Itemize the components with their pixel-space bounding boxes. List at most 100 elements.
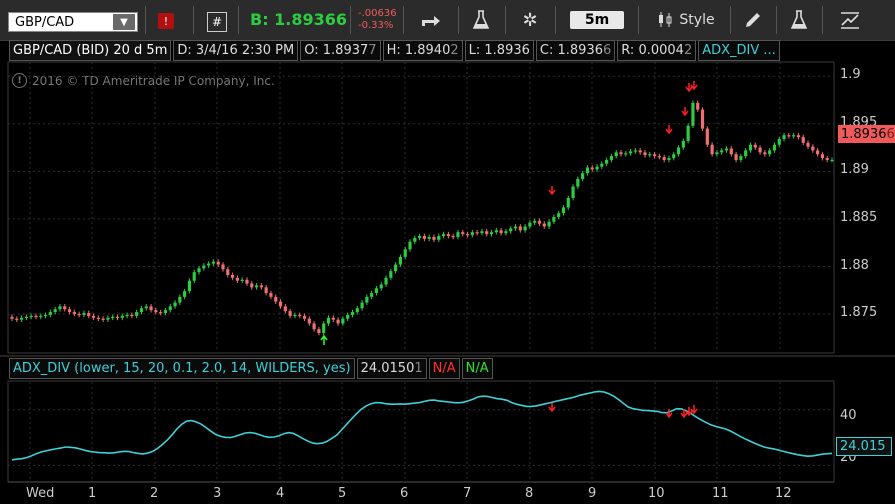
candle bbox=[571, 186, 575, 198]
candle bbox=[187, 280, 192, 292]
open-subpip: 7 bbox=[368, 43, 377, 58]
arrow-down-icon bbox=[690, 408, 698, 415]
candle bbox=[494, 230, 498, 233]
price-pane-border bbox=[7, 61, 835, 354]
candle bbox=[557, 213, 561, 217]
candle bbox=[609, 156, 614, 160]
candle bbox=[513, 226, 518, 229]
lower-value-subpip: 1 bbox=[414, 361, 423, 376]
chevron-down-icon[interactable]: ▼ bbox=[113, 14, 135, 30]
arrow-down-icon bbox=[548, 189, 556, 196]
divider bbox=[458, 6, 459, 34]
lower-axis-label: 40 bbox=[840, 408, 857, 423]
info-icon[interactable]: ! bbox=[12, 73, 27, 88]
candle bbox=[77, 313, 81, 316]
x-axis-label: 6 bbox=[400, 486, 409, 501]
gear-icon[interactable]: ✲ bbox=[522, 9, 538, 31]
copyright: ! 2016 © TD Ameritrade IP Company, Inc. bbox=[12, 73, 275, 88]
lower-pane-border bbox=[7, 380, 835, 483]
trend-icon[interactable] bbox=[835, 0, 865, 40]
candle bbox=[39, 315, 43, 318]
candle bbox=[230, 274, 235, 278]
candle bbox=[475, 232, 479, 234]
candle bbox=[499, 230, 503, 234]
candle bbox=[82, 313, 86, 315]
last-price-tag: 1.8936 6 bbox=[838, 125, 895, 143]
candle bbox=[53, 309, 57, 313]
x-axis-label: 1 bbox=[88, 486, 97, 501]
candle bbox=[346, 314, 350, 319]
candle bbox=[657, 156, 661, 158]
na-green: N/A bbox=[461, 358, 493, 379]
flask-icon[interactable] bbox=[466, 0, 496, 40]
candle bbox=[710, 144, 714, 155]
candle bbox=[96, 317, 100, 319]
x-axis-label: 10 bbox=[648, 486, 665, 501]
candle bbox=[312, 323, 316, 330]
pane-divider[interactable] bbox=[0, 355, 895, 357]
range-cell: R: 0.0004 2 bbox=[617, 40, 697, 61]
adx-line bbox=[11, 390, 833, 461]
candle bbox=[408, 241, 412, 250]
timeframe-button[interactable]: 5m bbox=[570, 11, 624, 29]
hash-icon[interactable]: # bbox=[207, 12, 227, 32]
share-icon[interactable] bbox=[413, 0, 449, 40]
candle bbox=[782, 135, 786, 140]
close-label: C: bbox=[539, 43, 554, 58]
open-label: O: bbox=[304, 43, 319, 58]
flask-icon[interactable] bbox=[784, 0, 814, 40]
candle bbox=[168, 306, 172, 311]
study-cell[interactable]: ADX_DIV ... bbox=[698, 40, 780, 61]
candle bbox=[139, 308, 144, 313]
candle bbox=[355, 308, 359, 313]
candle bbox=[585, 167, 590, 174]
candle bbox=[192, 272, 196, 281]
range-subpip: 2 bbox=[683, 43, 693, 58]
candle bbox=[403, 249, 407, 257]
arrow-down-icon bbox=[685, 86, 693, 93]
candle bbox=[648, 154, 652, 156]
x-axis-label: 2 bbox=[150, 486, 159, 501]
candle bbox=[154, 310, 158, 313]
x-axis-label: 7 bbox=[463, 486, 472, 501]
open-value: 1.8937 bbox=[322, 43, 369, 58]
pencil-icon[interactable] bbox=[738, 0, 768, 40]
candle bbox=[87, 313, 91, 316]
divider bbox=[555, 6, 556, 34]
candle bbox=[825, 158, 829, 160]
candle bbox=[48, 312, 52, 315]
candle bbox=[360, 302, 364, 309]
candle bbox=[72, 312, 76, 314]
candle bbox=[729, 148, 733, 155]
candle bbox=[796, 135, 801, 138]
adx-value-tag: 24.015 bbox=[836, 437, 892, 456]
candle bbox=[91, 315, 96, 318]
arrow-up-icon bbox=[320, 334, 328, 341]
lower-study-label[interactable]: ADX_DIV (lower, 15, 20, 0.1, 2.0, 14, WI… bbox=[9, 358, 355, 379]
symbol-selector[interactable]: GBP/CAD ▼ bbox=[8, 12, 138, 32]
x-axis-label: 8 bbox=[525, 486, 534, 501]
candle bbox=[801, 137, 805, 143]
toolbar: GBP/CAD ▼ ! # B: 1.89366 -.00636 -0.33% … bbox=[0, 0, 895, 41]
x-axis-label: 9 bbox=[588, 486, 597, 501]
low-cell: L: 1.8936 bbox=[464, 40, 534, 61]
candle bbox=[254, 285, 259, 288]
candle bbox=[470, 232, 474, 236]
candle bbox=[125, 314, 129, 317]
candle bbox=[418, 236, 422, 238]
flag-icon[interactable]: ! bbox=[158, 13, 174, 29]
candle bbox=[269, 293, 273, 297]
candle bbox=[288, 311, 292, 316]
candle bbox=[705, 128, 709, 145]
x-axis-label: 4 bbox=[276, 486, 285, 501]
style-button[interactable]: Style bbox=[650, 0, 722, 40]
price-axis-label: 1.88 bbox=[840, 258, 869, 273]
candle bbox=[437, 236, 441, 240]
arrow-down-icon bbox=[681, 110, 689, 117]
range-label: R: bbox=[621, 43, 635, 58]
candle bbox=[561, 207, 566, 214]
candle bbox=[744, 150, 748, 157]
candle bbox=[446, 234, 450, 236]
candle bbox=[63, 306, 67, 310]
change-percent: -0.33% bbox=[358, 20, 394, 31]
